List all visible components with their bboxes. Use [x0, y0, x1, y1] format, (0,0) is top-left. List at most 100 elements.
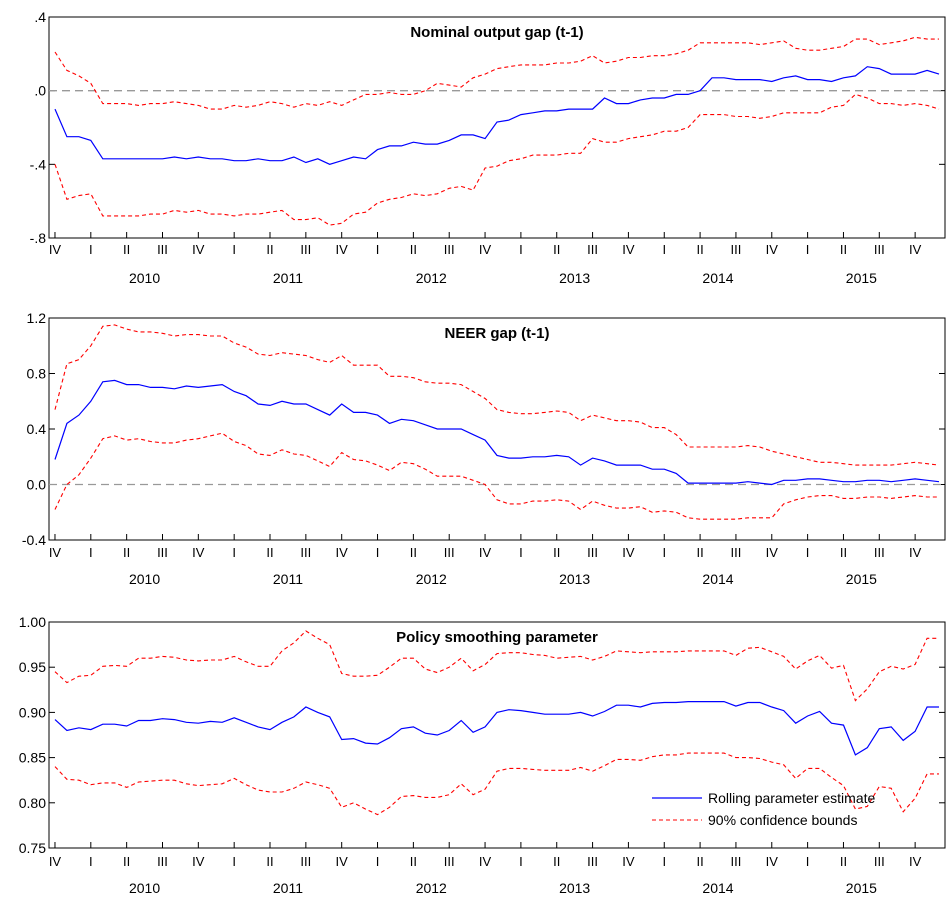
y-tick-label: 0.90 [19, 704, 46, 720]
x-quarter-label: II [410, 545, 417, 560]
x-quarter-label: I [519, 854, 523, 869]
x-quarter-label: I [519, 242, 523, 257]
x-quarter-label: II [123, 242, 130, 257]
x-quarter-label: I [662, 854, 666, 869]
x-quarter-label: IV [336, 242, 349, 257]
y-tick-label: 1.00 [19, 614, 46, 630]
x-quarter-label: III [157, 854, 168, 869]
x-quarter-label: III [300, 854, 311, 869]
x-year-label: 2012 [416, 880, 447, 896]
x-quarter-label: III [587, 242, 598, 257]
x-year-label: 2010 [129, 270, 160, 286]
x-quarter-label: IV [766, 242, 779, 257]
y-tick-label: 0.80 [19, 795, 46, 811]
y-tick-label: 0.4 [27, 421, 47, 437]
x-quarter-label: II [123, 854, 130, 869]
x-quarter-label: III [300, 242, 311, 257]
panel-title: NEER gap (t-1) [445, 325, 550, 342]
x-quarter-label: II [123, 545, 130, 560]
y-tick-label: 0.95 [19, 659, 46, 675]
x-quarter-label: IV [336, 854, 349, 869]
x-quarter-label: III [731, 242, 742, 257]
x-quarter-label: III [157, 242, 168, 257]
x-quarter-label: I [806, 242, 810, 257]
series-line-bound-upper [54, 36, 939, 110]
x-year-label: 2012 [416, 270, 447, 286]
x-quarter-label: I [376, 242, 380, 257]
x-quarter-label: II [696, 854, 703, 869]
x-year-label: 2013 [559, 880, 590, 896]
x-quarter-label: I [662, 545, 666, 560]
x-quarter-label: III [874, 854, 885, 869]
x-quarter-label: II [840, 545, 847, 560]
x-quarter-label: IV [622, 854, 635, 869]
x-quarter-label: III [157, 545, 168, 560]
x-quarter-label: IV [479, 545, 492, 560]
x-year-label: 2015 [846, 880, 877, 896]
y-tick-label: 1.2 [27, 310, 47, 326]
x-quarter-label: I [232, 242, 236, 257]
x-quarter-label: II [696, 242, 703, 257]
x-quarter-label: II [696, 545, 703, 560]
x-quarter-label: I [806, 545, 810, 560]
panel-nominal-output-gap: -.8-.4.0.4IV I II III IV I II III IV I II III IV I II I… [30, 9, 946, 286]
x-quarter-label: III [444, 242, 455, 257]
x-year-label: 2010 [129, 880, 160, 896]
y-tick-label: 0.75 [19, 840, 46, 856]
panel-title: Policy smoothing parameter [396, 629, 598, 646]
x-quarter-label: IV [192, 545, 205, 560]
x-year-label: 2010 [129, 571, 160, 587]
x-quarter-label: II [553, 242, 560, 257]
x-quarter-label: II [266, 242, 273, 257]
x-quarter-label: IV [192, 854, 205, 869]
y-tick-label: 0.85 [19, 750, 46, 766]
x-quarter-label: IV [49, 242, 62, 257]
y-tick-label: -.4 [30, 156, 47, 172]
x-quarter-label: IV [479, 854, 492, 869]
x-quarter-label: IV [622, 242, 635, 257]
series-line-bound-upper [54, 324, 940, 466]
panel-neer-gap: -0.40.00.40.81.2IV I II III IV I II III IV I II III… [22, 310, 946, 587]
x-quarter-label: IV [49, 545, 62, 560]
x-quarter-label: I [89, 854, 93, 869]
x-year-label: 2014 [702, 571, 733, 587]
x-quarter-label: IV [49, 854, 62, 869]
x-quarter-label: III [444, 854, 455, 869]
x-quarter-label: II [840, 854, 847, 869]
x-quarter-label: I [806, 854, 810, 869]
x-quarter-label: IV [766, 545, 779, 560]
x-quarter-label: I [662, 242, 666, 257]
y-tick-label: .0 [34, 83, 46, 99]
series-line-estimate [54, 700, 939, 756]
x-quarter-label: III [587, 545, 598, 560]
x-quarter-label: II [553, 545, 560, 560]
x-quarter-label: I [232, 854, 236, 869]
x-quarter-label: I [89, 545, 93, 560]
x-quarter-label: IV [766, 854, 779, 869]
x-year-label: 2011 [273, 880, 303, 896]
x-quarter-label: III [731, 854, 742, 869]
x-quarter-label: II [410, 854, 417, 869]
legend-label-estimate: Rolling parameter estimate [708, 790, 876, 806]
x-quarter-label: III [874, 545, 885, 560]
plot-frame [48, 317, 946, 541]
x-quarter-label: I [89, 242, 93, 257]
series-line-bound-lower [54, 93, 940, 226]
y-tick-label: 0.8 [27, 366, 47, 382]
legend-label-bounds: 90% confidence bounds [708, 812, 857, 828]
x-quarter-label: IV [909, 854, 922, 869]
x-quarter-label: IV [336, 545, 349, 560]
y-tick-label: .4 [34, 9, 46, 25]
x-quarter-label: I [376, 854, 380, 869]
x-quarter-label: III [731, 545, 742, 560]
series-line-estimate [54, 379, 940, 486]
x-quarter-label: I [376, 545, 380, 560]
x-quarter-label: II [410, 242, 417, 257]
x-year-label: 2013 [559, 270, 590, 286]
x-quarter-label: III [587, 854, 598, 869]
x-year-label: 2015 [846, 571, 877, 587]
x-year-label: 2014 [702, 270, 733, 286]
x-year-label: 2011 [273, 270, 303, 286]
x-year-label: 2013 [559, 571, 590, 587]
